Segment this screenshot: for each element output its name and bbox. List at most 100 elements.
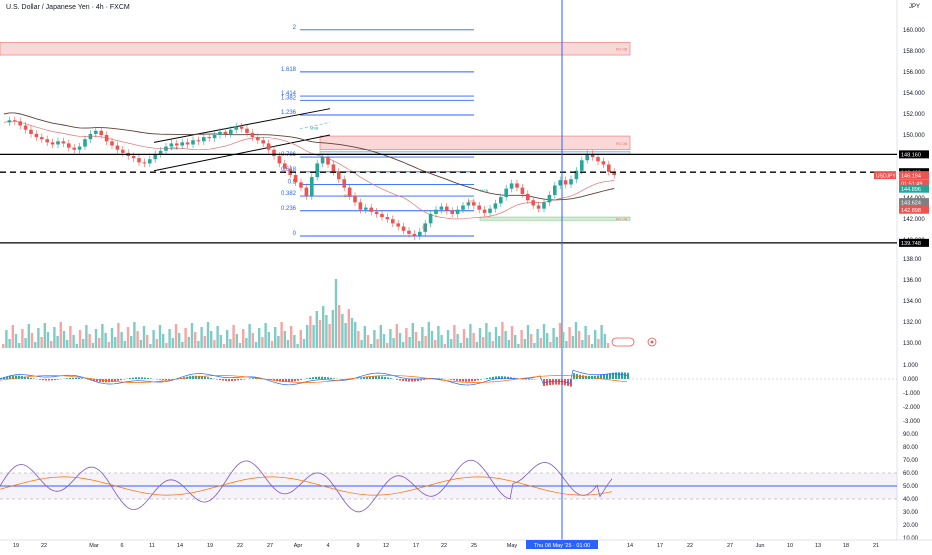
- candle-body: [245, 129, 249, 133]
- rsi-tick-5: 40.00: [903, 497, 919, 503]
- macd-hist-bar: [480, 379, 482, 380]
- rsi-tick-8: 10.00: [903, 536, 919, 542]
- macd-hist-bar: [624, 372, 626, 379]
- macd-hist-bar: [240, 379, 242, 380]
- volume-bar: [399, 333, 401, 348]
- candle-body: [315, 163, 319, 177]
- volume-bar: [325, 315, 327, 348]
- candle-body: [526, 194, 530, 200]
- candle-body: [310, 177, 314, 196]
- candle-body: [461, 205, 465, 209]
- volume-bar: [530, 334, 532, 348]
- volume-bar: [450, 339, 452, 348]
- volume-bar: [72, 335, 74, 348]
- macd-hist-bar: [378, 376, 380, 379]
- volume-bar: [594, 330, 596, 348]
- macd-hist-bar: [594, 376, 596, 379]
- rsi-tick-1: 80.00: [903, 445, 919, 451]
- volume-bar: [140, 340, 142, 348]
- candle-body: [89, 134, 93, 139]
- macd-hist-bar: [399, 379, 401, 380]
- volume-bar: [152, 330, 154, 348]
- macd-hist-bar: [366, 377, 368, 379]
- candle-body: [121, 150, 125, 153]
- volume-bar: [300, 330, 302, 348]
- candle-body: [67, 143, 71, 147]
- candle-body: [132, 156, 136, 158]
- macd-hist-bar: [528, 379, 530, 380]
- volume-bar: [482, 337, 484, 348]
- volume-bar: [556, 337, 558, 348]
- macd-hist-bar: [231, 379, 233, 381]
- macd-hist-bar: [324, 377, 326, 379]
- candle-body: [375, 212, 379, 214]
- candle-body: [391, 219, 395, 223]
- volume-bar: [146, 335, 148, 348]
- macd-hist-bar: [306, 378, 308, 379]
- price-tag-text-4: 142.898: [901, 208, 921, 214]
- macd-hist-bar: [402, 379, 404, 381]
- macd-hist-bar: [375, 376, 377, 379]
- candle-body: [45, 139, 49, 142]
- volume-bar: [82, 339, 84, 348]
- volume-bar: [296, 344, 298, 348]
- volume-bar: [514, 335, 516, 348]
- volume-bar: [69, 326, 71, 348]
- macd-hist-bar: [465, 379, 467, 382]
- macd-hist-bar: [69, 378, 71, 379]
- macd-hist-bar: [54, 379, 56, 380]
- volume-bar: [604, 334, 606, 348]
- price-tick-6: 152.000: [903, 112, 925, 118]
- volume-bar: [194, 332, 196, 348]
- time-tick-12: 12: [383, 543, 389, 549]
- events-badge-icon: [612, 338, 634, 346]
- price-tick-5: 150.000: [903, 133, 925, 139]
- volume-bar: [402, 342, 404, 348]
- price-tick-1: 142.000: [903, 217, 925, 223]
- volume-bar: [133, 322, 135, 348]
- macd-hist-bar: [204, 377, 206, 379]
- macd-hist-bar: [423, 379, 425, 380]
- volume-bar: [159, 325, 161, 348]
- annotation-2: MSB: [480, 189, 489, 193]
- volume-bar: [476, 342, 478, 348]
- candle-body: [402, 227, 406, 231]
- time-tick-23: 10: [787, 543, 793, 549]
- candle-body: [40, 137, 44, 139]
- candle-body: [353, 196, 357, 202]
- volume-bar: [111, 328, 113, 348]
- candle-body: [272, 150, 276, 156]
- candle-body: [456, 210, 460, 214]
- volume-bar: [447, 330, 449, 348]
- candle-body: [396, 223, 400, 226]
- candle-body: [364, 208, 368, 210]
- macd-hist-bar: [66, 378, 68, 379]
- volume-bar: [40, 337, 42, 348]
- volume-bar: [232, 325, 234, 348]
- volume-bar: [191, 323, 193, 348]
- volume-bar: [520, 330, 522, 348]
- candle-body: [278, 156, 282, 163]
- candle-body: [326, 157, 330, 164]
- volume-bar: [56, 336, 58, 348]
- macd-hist-bar: [195, 376, 197, 379]
- candle-body: [488, 209, 492, 213]
- candle-body: [224, 132, 228, 134]
- volume-bar: [607, 343, 609, 348]
- candle-body: [51, 142, 55, 144]
- volume-bar: [360, 340, 362, 348]
- volume-bar: [488, 332, 490, 348]
- volume-bar: [421, 327, 423, 348]
- volume-bar: [293, 335, 295, 348]
- volume-bar: [15, 334, 17, 348]
- candle-body: [477, 205, 481, 209]
- volume-bar: [354, 322, 356, 348]
- volume-bar: [540, 338, 542, 348]
- volume-bar: [37, 328, 39, 348]
- volume-bar: [383, 334, 385, 348]
- volume-bar: [533, 343, 535, 348]
- candle-body: [191, 140, 195, 144]
- time-tick-24: 13: [815, 543, 821, 549]
